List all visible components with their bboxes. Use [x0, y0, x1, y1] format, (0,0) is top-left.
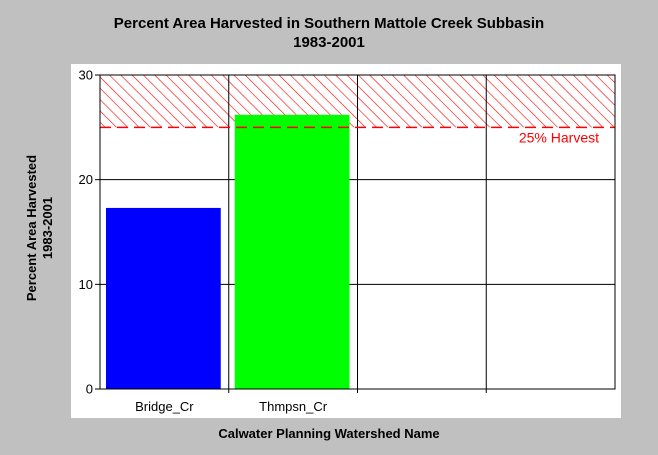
y-tick-label: 0 — [86, 382, 93, 397]
bar-bridge-cr — [106, 207, 221, 389]
bar-thmpsn-cr — [234, 114, 350, 390]
chart-subtitle: 1983-2001 — [293, 34, 365, 51]
x-axis-label: Calwater Planning Watershed Name — [218, 426, 440, 441]
chart-title: Percent Area Harvested in Southern Matto… — [113, 15, 545, 32]
plot-frame — [99, 74, 616, 390]
threshold-label: 25% Harvest — [519, 129, 599, 145]
x-tick-label: Thmpsn_Cr — [259, 399, 328, 414]
y-tick-label: 10 — [79, 277, 93, 292]
x-tick-label: Bridge_Cr — [135, 399, 194, 414]
y-tick-label: 20 — [79, 172, 93, 187]
y-axis-label: Percent Area Harvested 1983-2001 — [24, 154, 55, 302]
chart-title-block: Percent Area Harvested in Southern Matto… — [0, 14, 658, 52]
y-tick-label: 30 — [79, 68, 93, 83]
